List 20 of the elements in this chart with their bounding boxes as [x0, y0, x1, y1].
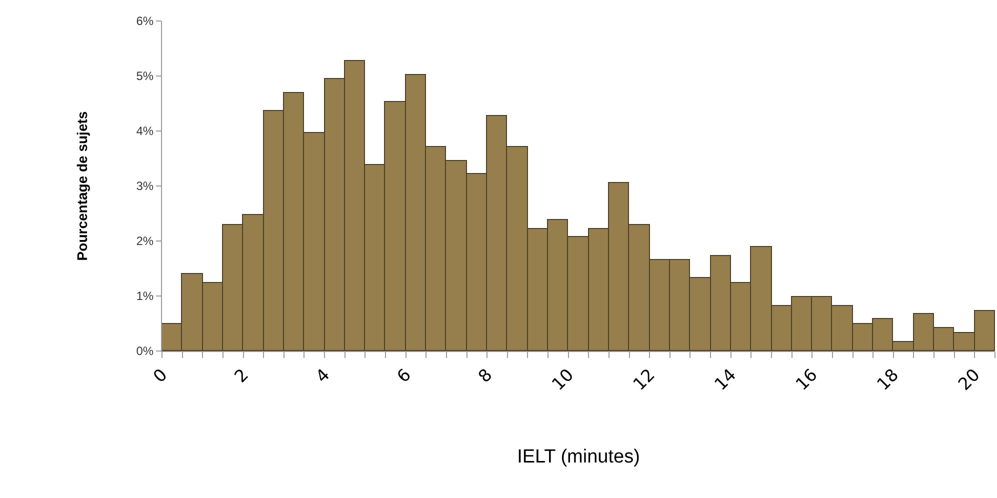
x-tick-label: 2: [231, 365, 253, 388]
x-tick-label: 12: [630, 365, 660, 395]
x-tick-label: 8: [474, 365, 497, 388]
y-tick-label: 2%: [136, 234, 154, 248]
x-tick-label: 6: [394, 365, 416, 388]
y-tick-label: 3%: [136, 179, 154, 194]
y-tick-label: 1%: [136, 289, 154, 304]
x-axis-title: IELT (minutes): [517, 446, 640, 468]
y-axis-title: Pourcentage de sujets: [74, 111, 90, 261]
y-tick-label: 4%: [136, 124, 154, 138]
x-tick-label: 4: [312, 365, 334, 388]
x-tick-label: 20: [954, 365, 984, 395]
x-tick-label: 16: [792, 365, 822, 395]
y-tick-label: 0%: [136, 344, 154, 358]
x-tick-label: 18: [874, 365, 903, 395]
y-tick-label: 5%: [136, 69, 154, 84]
x-tick-label: 10: [548, 365, 578, 395]
x-tick-label: 14: [710, 365, 740, 395]
y-tick-label: 6%: [136, 14, 154, 28]
x-tick-label: 0: [150, 365, 172, 388]
